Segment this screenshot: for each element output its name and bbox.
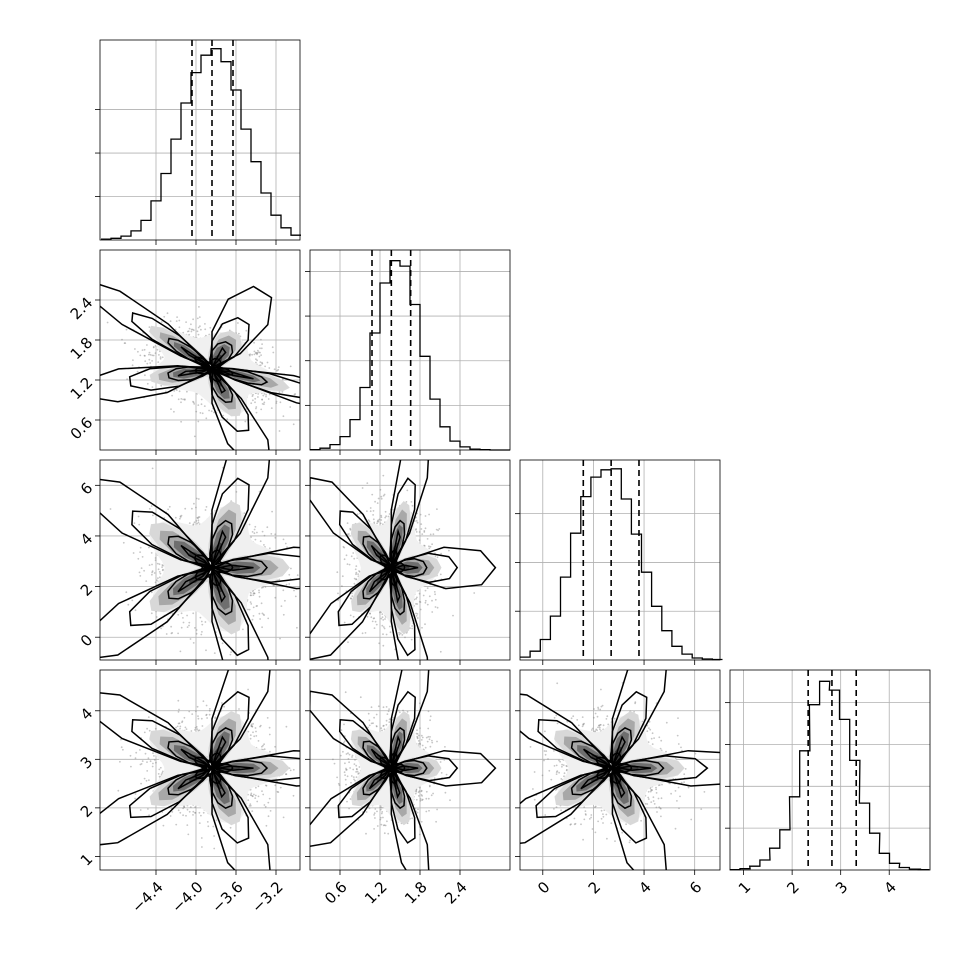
x-tick-label: 0 [534,878,553,897]
contour-line [337,477,459,657]
y-tick-label: 2.4 [67,294,97,324]
contour-line [379,752,406,785]
x-tick-label: 6 [686,878,705,897]
x-tick-label: 0.6 [321,878,351,908]
contour-line [128,477,300,657]
panel-border [309,249,511,451]
panel-border [99,669,301,871]
x-tick-label: −4.0 [168,878,206,916]
contour-line [167,727,269,810]
x-tick-label: 1.8 [401,878,431,908]
joint-panel-0-2 [95,459,301,665]
contour-line [379,549,406,587]
panel-border [99,459,301,661]
joint-content [100,283,300,450]
y-tick-label: 0 [77,631,96,650]
panel-border [99,39,301,241]
contour-line [100,670,300,870]
x-tick-label: −4.4 [128,878,166,916]
panel-border [99,249,301,451]
histogram-step [101,48,301,240]
x-tick-label: −3.6 [208,878,246,916]
x-tick-label: 2.4 [441,878,471,908]
x-tick-label: 2 [585,878,604,897]
y-tick-label: 4 [77,704,96,723]
panel-background [100,40,300,240]
x-tick-label: 1 [735,878,754,897]
joint-content [100,670,300,870]
contour-line [193,549,234,587]
panel-border [309,669,511,871]
y-tick-label: 2 [77,802,96,821]
x-tick-label: 1.2 [361,878,391,908]
y-tick-label: 1.2 [67,374,97,404]
panel-border [519,459,721,661]
x-tick-label: 4 [635,878,654,897]
x-tick-label: 2 [783,878,802,897]
joint-panel-1-2 [305,459,511,665]
contour-line [310,670,497,870]
density-peak [612,767,621,773]
y-tick-label: 0.6 [67,414,97,444]
joint-panel-0-3 [95,669,301,875]
y-tick-label: 3 [77,753,96,772]
panel-background [520,460,720,660]
density-peak [207,367,215,373]
marginal-panel-1 [305,249,511,455]
joint-panel-2-3 [515,669,721,875]
joint-content [310,670,497,870]
y-tick-label: 4 [77,530,96,549]
panel-border [309,459,511,661]
joint-content [310,460,497,660]
contour-line [595,752,633,785]
panel-border [519,669,721,871]
y-tick-label: 1 [77,850,96,869]
panel-background [730,670,930,870]
contour-line [310,460,497,660]
histogram-step [520,468,723,661]
histogram-step [310,260,510,451]
y-tick-label: 6 [77,479,96,498]
density-peak [389,766,398,773]
contour-line [100,460,300,660]
contour-line [570,727,665,810]
histogram-step [729,680,930,871]
joint-content [520,670,720,870]
contour-line [100,283,300,450]
panel-border [729,669,931,871]
y-tick-label: 2 [77,580,96,599]
density-peak [212,761,220,768]
y-tick-label: 1.8 [67,334,97,364]
marginal-panel-3 [725,669,931,875]
x-tick-label: 4 [880,878,899,897]
marginal-panel-2 [515,459,723,665]
x-tick-label: −3.2 [248,878,286,916]
contour-line [520,670,720,870]
marginal-panel-0 [95,39,301,245]
joint-panel-1-3 [305,669,511,875]
contour-line [362,726,428,810]
density-peak [388,564,396,571]
contour-line [193,752,234,785]
x-tick-label: 3 [832,878,851,897]
joint-panel-0-1 [95,249,301,455]
density-peak [204,564,212,571]
joint-content [100,460,300,660]
